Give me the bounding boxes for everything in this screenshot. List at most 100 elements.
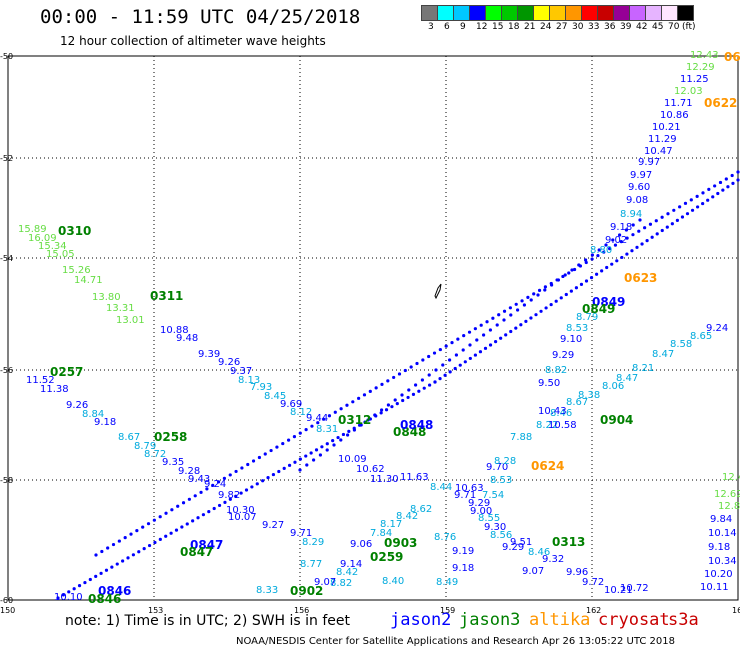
track-point	[516, 308, 520, 312]
swh-value: 10.10	[54, 592, 83, 603]
track-point	[654, 219, 658, 223]
track-point	[121, 559, 125, 563]
track-point	[596, 253, 600, 258]
track-point	[539, 309, 543, 313]
swh-value: 8.21	[632, 363, 654, 374]
track-point	[456, 337, 460, 341]
track-point	[263, 452, 267, 456]
track-point	[240, 466, 244, 470]
track-point	[706, 198, 710, 202]
track-point	[561, 274, 565, 279]
track-point	[422, 386, 426, 390]
track-point	[637, 229, 641, 233]
track-point	[497, 313, 501, 317]
track-point	[110, 565, 114, 569]
track-point	[88, 577, 92, 582]
pass-time-label: 0622	[704, 96, 737, 110]
track-point	[359, 423, 363, 427]
track-point	[106, 546, 110, 550]
swh-value: 9.18	[452, 563, 474, 574]
swh-value: 8.49	[436, 577, 458, 588]
swh-value: 8.33	[256, 585, 278, 596]
swh-value: 9.07	[522, 566, 544, 577]
track-point	[115, 562, 119, 566]
track-point	[602, 250, 606, 254]
track-point	[495, 323, 499, 327]
track-point	[339, 438, 343, 442]
swh-value: 15.26	[62, 265, 91, 276]
swh-value: 10.86	[660, 110, 689, 121]
swh-value: 12.62	[714, 489, 740, 500]
satellite-name: s3a	[668, 610, 699, 630]
track-point	[386, 403, 390, 407]
track-point	[731, 181, 735, 185]
track-point	[675, 218, 680, 222]
track-point	[67, 590, 71, 594]
track-point	[352, 428, 356, 432]
swh-value: 13.80	[92, 292, 121, 303]
track-point	[468, 356, 472, 361]
swh-value: 8.17	[0, 0, 22, 3]
track-point	[170, 508, 174, 512]
track-point	[428, 383, 432, 387]
track-point	[336, 435, 340, 440]
track-point	[147, 543, 152, 548]
track-point	[630, 249, 634, 253]
track-point	[584, 260, 588, 265]
track-point	[234, 494, 238, 498]
track-point	[485, 320, 489, 324]
swh-value: 10.30	[226, 505, 255, 516]
track-point	[316, 421, 320, 425]
legend-label: 27	[556, 22, 568, 32]
track-point	[463, 360, 467, 364]
swh-value: 10.88	[160, 325, 189, 336]
legend-swatch	[677, 5, 694, 21]
swh-value: 7.88	[510, 432, 532, 443]
track-point	[532, 292, 536, 296]
track-point	[379, 411, 383, 415]
map-grid	[7, 55, 739, 601]
pass-time-label: 0846	[88, 592, 121, 606]
swh-value: 7.93	[250, 382, 272, 393]
track-point	[537, 288, 542, 292]
track-point	[604, 243, 608, 247]
track-point	[152, 518, 156, 522]
swh-value: 8.17	[380, 519, 402, 530]
track-point	[318, 453, 322, 457]
track-point	[631, 223, 635, 227]
track-point	[164, 511, 168, 515]
swh-value: 9.08	[626, 195, 648, 206]
track-point	[650, 235, 654, 239]
swh-value: 10.72	[620, 583, 649, 594]
track-point	[514, 302, 518, 306]
swh-value: 11.25	[680, 74, 709, 85]
track-point	[409, 365, 413, 369]
pass-time-label: 0848	[400, 418, 433, 432]
track-point	[234, 469, 238, 474]
swh-value: 11.63	[400, 472, 429, 483]
swh-value: 9.84	[710, 514, 732, 525]
track-point	[298, 468, 302, 472]
track-point	[164, 534, 168, 538]
track-point	[386, 379, 390, 383]
pass-time-label: 0847	[180, 545, 213, 559]
track-point	[191, 519, 195, 523]
track-point	[99, 571, 103, 575]
lat-tick-label: -58	[0, 476, 13, 485]
swh-value: 15.89	[18, 224, 47, 235]
swh-value: 8.06	[602, 381, 624, 392]
track-point	[123, 535, 127, 540]
swh-value: 9.71	[454, 490, 476, 501]
track-point	[707, 187, 711, 192]
track-point	[434, 368, 438, 372]
swh-value: 13.01	[116, 315, 145, 326]
track-point	[572, 267, 577, 272]
legend-label: 42	[636, 22, 648, 32]
swh-value: 12.03	[674, 86, 703, 97]
swh-value: 10.47	[644, 146, 673, 157]
track-point	[244, 488, 249, 492]
track-point	[392, 375, 396, 380]
track-point	[736, 170, 740, 174]
swh-value: 11.29	[648, 134, 677, 145]
swh-value: 16.09	[28, 233, 57, 244]
